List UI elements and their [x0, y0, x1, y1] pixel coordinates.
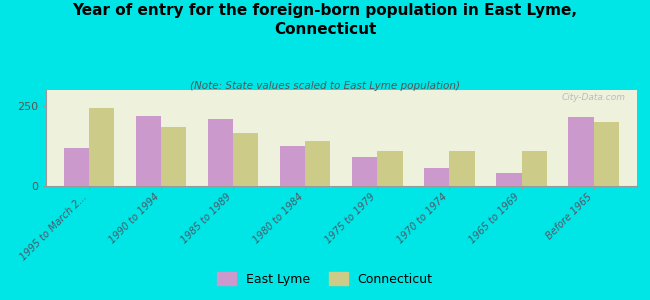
Bar	[64, 148, 89, 186]
Bar	[497, 173, 521, 186]
Bar	[352, 157, 377, 186]
Bar	[306, 141, 330, 186]
Text: City-Data.com: City-Data.com	[561, 93, 625, 102]
Text: Year of entry for the foreign-born population in East Lyme,
Connecticut: Year of entry for the foreign-born popul…	[73, 3, 577, 37]
Bar	[89, 108, 114, 186]
Bar	[280, 146, 305, 186]
Text: (Note: State values scaled to East Lyme population): (Note: State values scaled to East Lyme …	[190, 81, 460, 91]
Bar	[569, 117, 593, 186]
Bar	[449, 151, 474, 186]
Bar	[161, 127, 186, 186]
Bar	[424, 168, 449, 186]
Bar	[136, 116, 161, 186]
Bar	[233, 133, 258, 186]
Bar	[593, 122, 619, 186]
Legend: East Lyme, Connecticut: East Lyme, Connecticut	[213, 267, 437, 291]
Bar	[208, 119, 233, 186]
Bar	[521, 151, 547, 186]
Bar	[377, 151, 402, 186]
